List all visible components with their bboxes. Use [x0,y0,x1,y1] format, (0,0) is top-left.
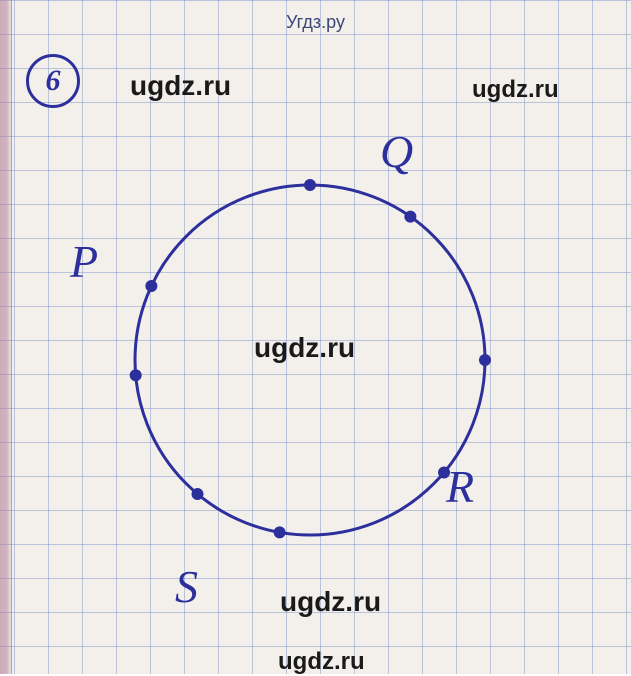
circle-point [479,354,491,366]
point-label-S: S [175,560,198,613]
diagram-svg [0,0,631,674]
point-label-P: P [70,235,98,288]
point-label-Q: Q [380,125,413,178]
point-label-R: R [446,460,474,513]
circle-point [304,179,316,191]
circle-outline [135,185,485,535]
circle-point [274,526,286,538]
circle-point [404,211,416,223]
circle-point [192,488,204,500]
content-layer: Угдз.ру 6 ugdz.ru ugdz.ru ugdz.ru ugdz.r… [0,0,631,674]
circle-point [130,369,142,381]
circle-point [145,280,157,292]
